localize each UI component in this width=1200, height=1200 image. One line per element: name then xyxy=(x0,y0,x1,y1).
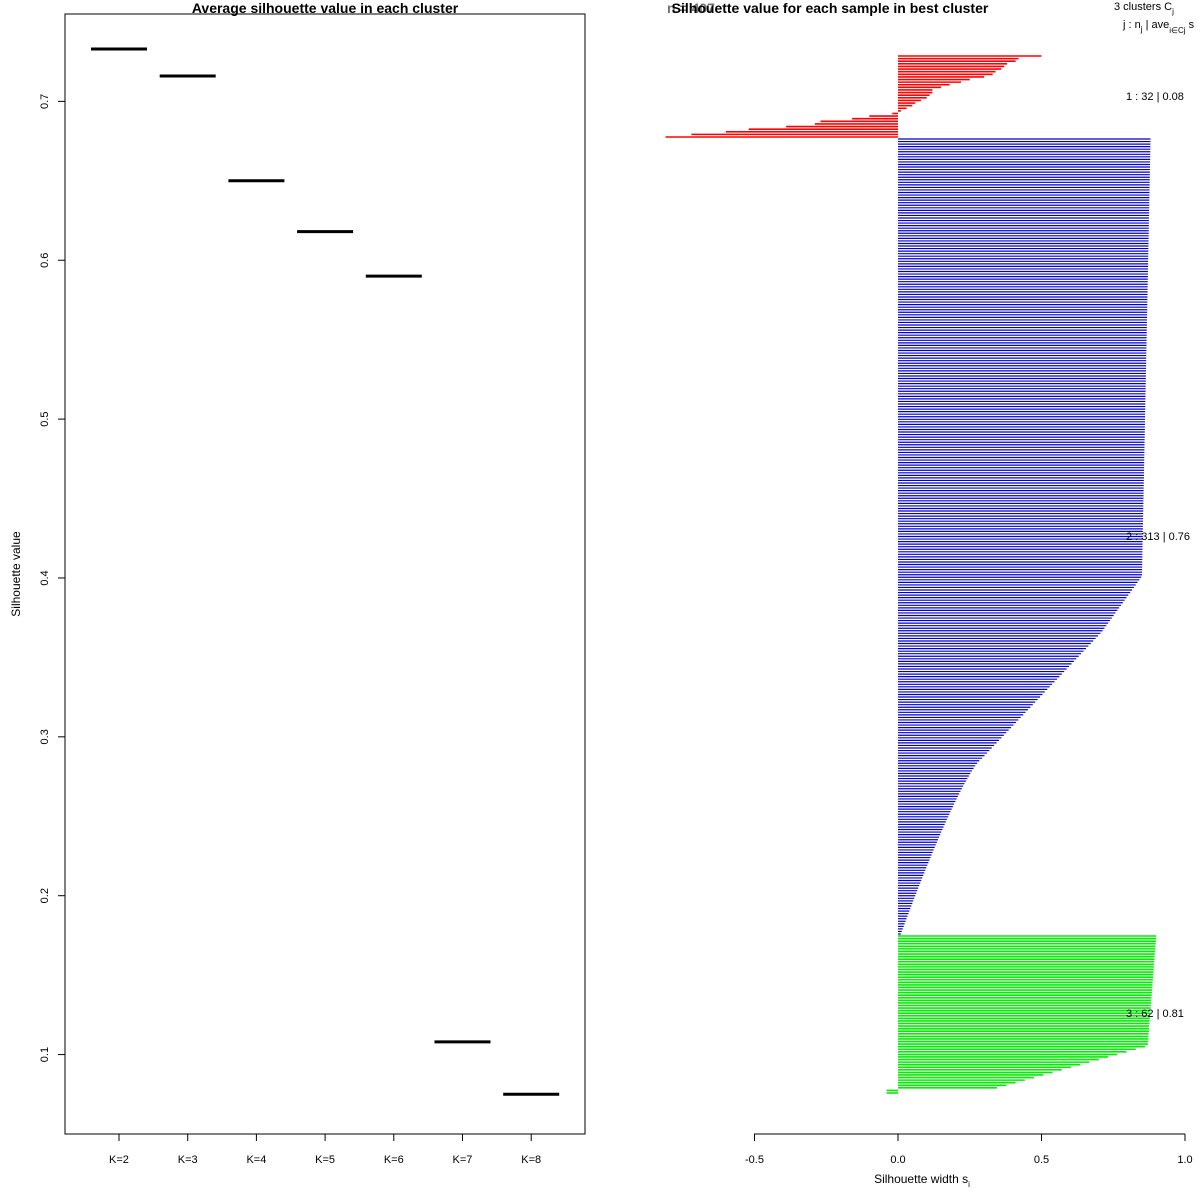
left-x-tick-label: K=7 xyxy=(453,1154,473,1166)
right-x-tick-label: 0.0 xyxy=(890,1154,905,1166)
right-chart-n-label: n = 407 xyxy=(667,0,715,16)
svg-text:3 clusters Cj: 3 clusters Cj xyxy=(1114,1,1174,16)
left-chart-title: Average silhouette value in each cluster xyxy=(192,0,459,16)
cluster-label: 2 : 313 | 0.76 xyxy=(1126,531,1190,543)
legend-header-line2-mid: | ave xyxy=(1143,19,1170,31)
left-y-tick-label: 0.3 xyxy=(39,729,51,744)
left-y-tick-label: 0.2 xyxy=(39,888,51,903)
left-x-tick-label: K=3 xyxy=(178,1154,198,1166)
left-x-tick-label: K=2 xyxy=(109,1154,129,1166)
legend-header-line1: 3 clusters C xyxy=(1114,1,1172,13)
right-x-label: Silhouette width s xyxy=(874,1172,968,1186)
right-x-axis: -0.5 0.0 0.5 1.0 Silhouette width si xyxy=(745,1133,1193,1189)
legend-header-line1-sub: j xyxy=(1171,7,1174,16)
silhouette-bars xyxy=(665,55,1157,1094)
cluster-label: 3 : 62 | 0.81 xyxy=(1126,1008,1184,1020)
left-x-tick-label: K=4 xyxy=(246,1154,266,1166)
left-chart: Average silhouette value in each cluster… xyxy=(9,0,586,1166)
legend-header-line2: j : n xyxy=(1122,19,1141,31)
left-y-tick-label: 0.4 xyxy=(39,570,51,585)
left-y-axis: 0.1 0.2 0.3 0.4 0.5 0.6 0.7 xyxy=(39,94,65,1062)
right-x-tick-label: -0.5 xyxy=(745,1154,764,1166)
left-series xyxy=(91,47,560,1096)
left-y-tick-label: 0.7 xyxy=(39,94,51,109)
right-x-label-sub: i xyxy=(968,1180,970,1189)
cluster-labels: 1 : 32 | 0.08 2 : 313 | 0.76 3 : 62 | 0.81 xyxy=(1126,91,1190,1020)
right-x-tick-label: 0.5 xyxy=(1034,1154,1049,1166)
left-y-tick-label: 0.1 xyxy=(39,1047,51,1062)
legend-header-line2-end: s xyxy=(1186,19,1195,31)
left-y-tick-label: 0.5 xyxy=(39,411,51,426)
left-x-tick-label: K=5 xyxy=(315,1154,335,1166)
right-chart: n = 407 Silhouette value for each sample… xyxy=(665,0,1195,1189)
cluster-label: 1 : 32 | 0.08 xyxy=(1126,91,1184,103)
legend-header-line2-sub2: i∈Cj xyxy=(1169,26,1186,35)
left-plot-frame xyxy=(64,13,586,1135)
svg-text:j : nj | avei∈Cj s: j : nj | avei∈Cj s xyxy=(1122,19,1195,35)
svg-text:Silhouette width si: Silhouette width si xyxy=(874,1172,970,1189)
legend-header: 3 clusters Cj j : nj | avei∈Cj s xyxy=(1114,1,1195,35)
left-x-axis: K=2 K=3 K=4 K=5 K=6 K=7 K=8 xyxy=(109,1134,541,1166)
legend-header-line2-sub: j xyxy=(1140,25,1143,34)
right-chart-title: Silhouette value for each sample in best… xyxy=(672,0,989,16)
left-x-tick-label: K=6 xyxy=(384,1154,404,1166)
left-y-label: Silhouette value xyxy=(9,531,23,617)
left-y-tick-label: 0.6 xyxy=(39,253,51,268)
left-x-tick-label: K=8 xyxy=(521,1154,541,1166)
right-x-tick-label: 1.0 xyxy=(1177,1154,1192,1166)
